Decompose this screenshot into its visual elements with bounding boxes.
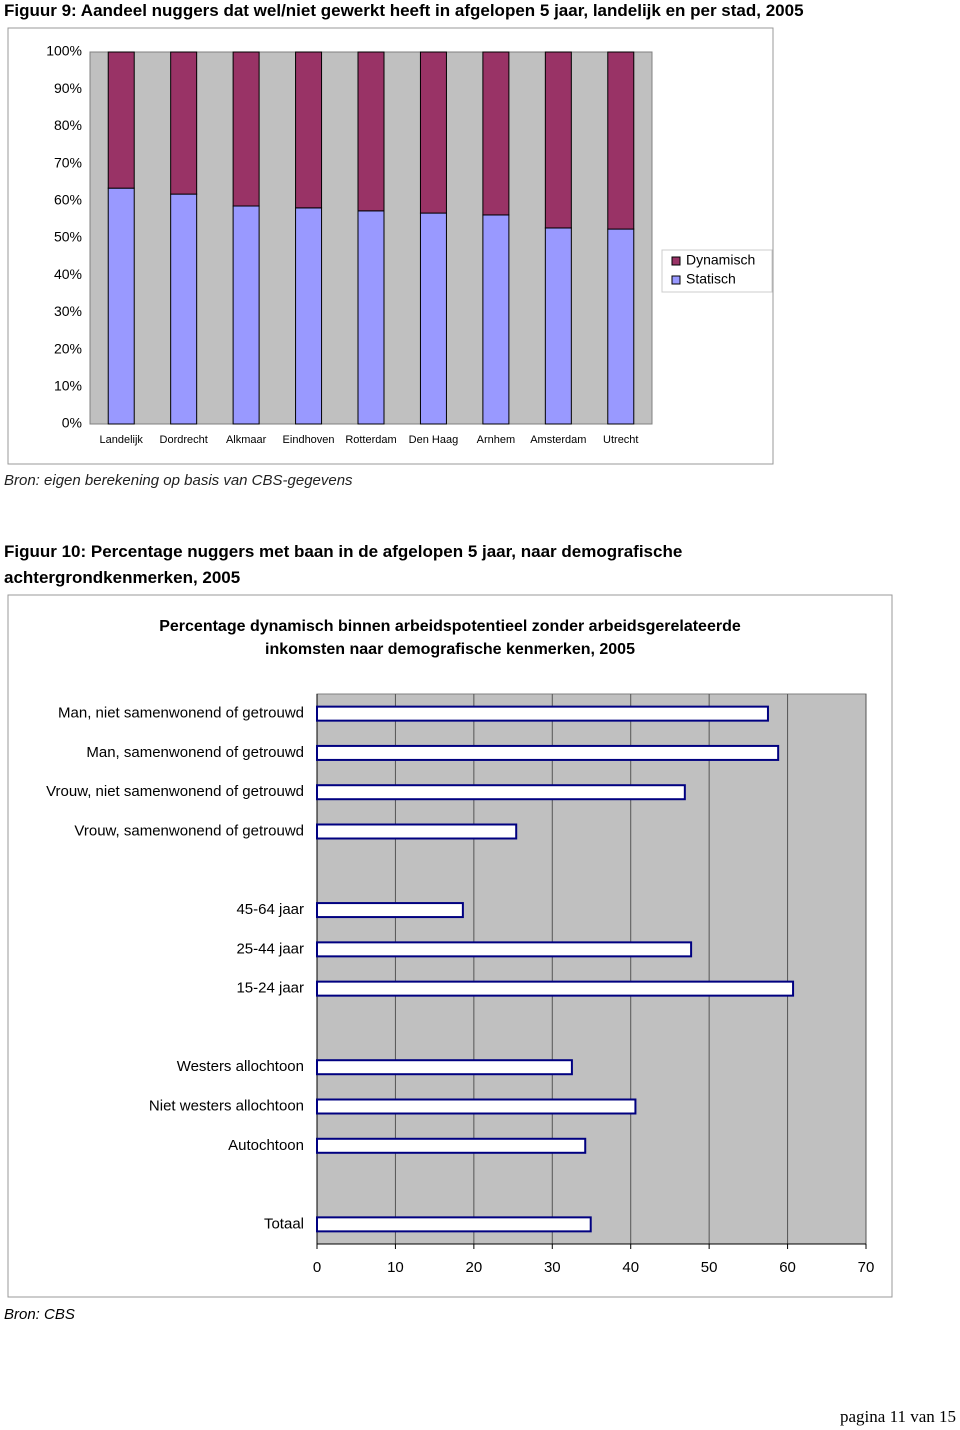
y-tick-label: Autochtoon: [228, 1137, 304, 1154]
bar-segment: [482, 214, 510, 425]
bar-segment: [607, 228, 635, 425]
x-tick-label: Arnhem: [477, 434, 516, 446]
bar-segment: [607, 51, 635, 230]
y-tick-label: Man, niet samenwonend of getrouwd: [58, 705, 304, 722]
legend-swatch: [671, 256, 681, 266]
bar: [316, 1059, 573, 1076]
x-tick-label: Eindhoven: [283, 434, 335, 446]
x-tick-label: Utrecht: [603, 434, 638, 446]
bar: [316, 980, 795, 997]
bar: [316, 744, 780, 761]
x-tick-label: 70: [858, 1259, 875, 1276]
bar-segment: [232, 205, 260, 425]
y-tick-label: 40%: [54, 266, 82, 282]
bar: [316, 1216, 592, 1233]
y-tick-label: Totaal: [264, 1215, 304, 1232]
x-tick-label: 10: [387, 1259, 404, 1276]
y-tick-label: Man, samenwonend of getrouwd: [86, 744, 304, 761]
y-tick-label: 25-44 jaar: [236, 940, 304, 957]
x-tick-label: Alkmaar: [226, 434, 267, 446]
y-tick-label: 0%: [62, 415, 82, 431]
source: Bron: CBS: [4, 1306, 75, 1323]
bar: [316, 705, 769, 722]
bar: [316, 941, 693, 958]
bar-segment: [170, 193, 198, 425]
y-tick-label: 30%: [54, 303, 82, 319]
source: Bron: eigen berekening op basis van CBS-…: [4, 472, 353, 489]
y-tick-label: 90%: [54, 80, 82, 96]
x-tick-label: Rotterdam: [345, 434, 396, 446]
x-tick-label: Den Haag: [409, 434, 459, 446]
x-tick-label: Amsterdam: [530, 434, 586, 446]
x-tick-label: 0: [313, 1259, 321, 1276]
bar-segment: [107, 51, 135, 189]
x-tick-label: Landelijk: [100, 434, 144, 446]
x-tick-label: Dordrecht: [160, 434, 208, 446]
bar-segment: [419, 212, 447, 425]
x-tick-label: 50: [701, 1259, 718, 1276]
caption: Figuur 10: Percentage nuggers met baan i…: [4, 542, 683, 587]
legend-swatch: [671, 275, 681, 285]
bar: [316, 823, 518, 840]
bar-segment: [295, 207, 323, 425]
y-tick-label: Vrouw, niet samenwonend of getrouwd: [46, 783, 304, 800]
y-tick-label: 45-64 jaar: [236, 901, 304, 918]
bar-segment: [482, 51, 510, 216]
bar: [316, 902, 464, 919]
plot-area: [316, 693, 867, 1245]
y-tick-label: 20%: [54, 340, 82, 356]
y-tick-label: 80%: [54, 117, 82, 133]
y-tick-label: Niet westers allochtoon: [149, 1097, 304, 1114]
x-tick-label: 30: [544, 1259, 561, 1276]
legend-label: Dynamisch: [686, 252, 755, 268]
caption: Figuur 9: Aandeel nuggers dat wel/niet g…: [4, 1, 804, 20]
bar-segment: [170, 51, 198, 195]
y-tick-label: 10%: [54, 378, 82, 394]
legend-label: Statisch: [686, 271, 736, 287]
bar-segment: [544, 227, 572, 425]
bar: [316, 1098, 637, 1115]
bar-segment: [295, 51, 323, 209]
bar: [316, 1137, 587, 1154]
chart-title: Percentage dynamisch binnen arbeidspoten…: [159, 618, 741, 658]
bar-segment: [544, 51, 572, 229]
x-tick-label: 60: [779, 1259, 796, 1276]
y-tick-label: 100%: [46, 43, 82, 59]
y-tick-label: Vrouw, samenwonend of getrouwd: [74, 822, 304, 839]
y-tick-label: 15-24 jaar: [236, 980, 304, 997]
bar-segment: [357, 210, 385, 425]
bar-segment: [419, 51, 447, 214]
bar-segment: [357, 51, 385, 212]
y-tick-label: 70%: [54, 154, 82, 170]
x-tick-label: 40: [622, 1259, 639, 1276]
y-tick-label: 50%: [54, 229, 82, 245]
bar-segment: [232, 51, 260, 207]
y-tick-label: Westers allochtoon: [177, 1058, 304, 1075]
bar-segment: [107, 187, 135, 425]
y-tick-label: 60%: [54, 192, 82, 208]
page-number: pagina 11 van 15: [840, 1407, 956, 1426]
bar: [316, 784, 686, 801]
x-tick-label: 20: [466, 1259, 483, 1276]
